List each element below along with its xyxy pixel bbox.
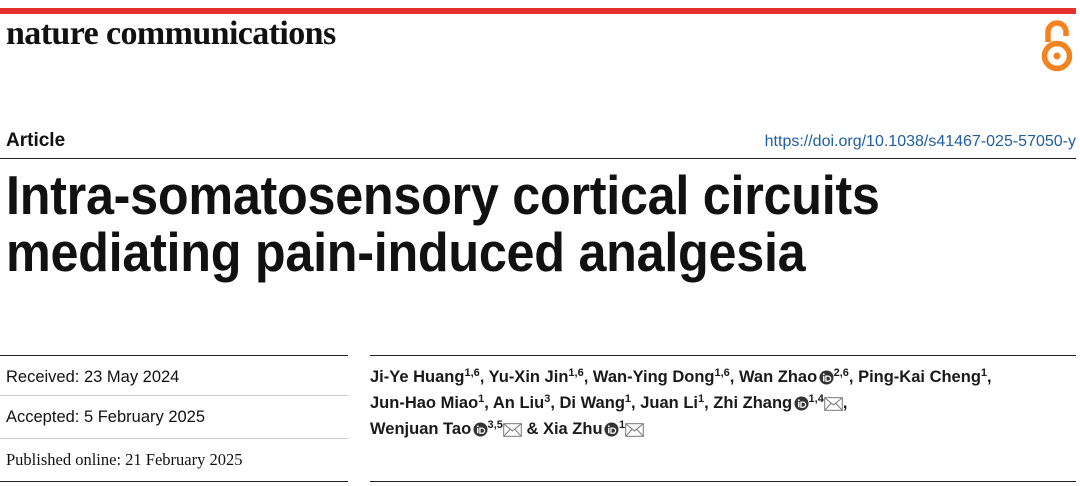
rule [0, 355, 348, 356]
separator: , [484, 394, 489, 412]
author-name: An Liu [492, 394, 545, 412]
rule [0, 438, 348, 439]
rule [0, 395, 348, 396]
author-name: Zhi Zhang [713, 394, 793, 412]
affiliation: 1,4 [808, 393, 824, 405]
doi-link[interactable]: https://doi.org/10.1038/s41467-025-57050… [764, 133, 1076, 150]
date: Published online: 21 February 2025 [6, 450, 243, 469]
affiliation: 1,6 [464, 367, 480, 379]
date: Received: 23 May 2024 [6, 368, 180, 386]
separator: , [631, 394, 636, 412]
orcid-icon [793, 396, 809, 411]
author-name: Ji-Ye Huang [370, 368, 465, 386]
affiliation: 3 [544, 393, 551, 405]
separator: & [526, 420, 539, 438]
author-name: Yu-Xin Jin [488, 368, 569, 386]
separator: , [479, 368, 485, 386]
article-type: Article [6, 130, 66, 151]
separator: , [704, 394, 709, 412]
title-line: mediating pain-induced analgesia [6, 221, 806, 283]
rule [370, 481, 1076, 482]
orcid-icon [819, 370, 834, 385]
affiliation: 3,5 [487, 419, 503, 431]
rule [0, 158, 1076, 159]
rule [370, 355, 1076, 356]
author-name: Di Wang [559, 394, 625, 412]
separator: , [987, 368, 992, 386]
email-icon[interactable] [824, 397, 843, 411]
email-icon[interactable] [625, 423, 644, 437]
separator: , [583, 368, 589, 386]
author-name: Wan Zhao [738, 368, 818, 386]
orcid-icon [604, 422, 619, 437]
affiliation: 1,6 [714, 367, 730, 379]
author-name: Wenjuan Tao [370, 420, 472, 438]
affiliation: 1 [697, 393, 705, 405]
author-name: Ping-Kai Cheng [858, 368, 981, 386]
author-name: Juan Li [640, 394, 698, 412]
orcid-icon [473, 422, 488, 437]
affiliation: 1 [618, 419, 626, 431]
author-list: Ji-Ye Huang1,6, Yu-Xin Jin1,6, Wan-Ying … [370, 364, 1076, 442]
author-name: Wan-Ying Dong [592, 368, 715, 386]
rule [0, 481, 348, 482]
separator: , [550, 394, 555, 412]
date: Accepted: 5 February 2025 [6, 408, 206, 426]
author-name: Jun-Hao Miao [370, 394, 479, 412]
affiliation: 2,6 [833, 367, 849, 379]
separator: , [729, 368, 735, 386]
open-access-icon [1041, 20, 1073, 72]
author-name: Xia Zhu [542, 420, 603, 438]
journal-name: nature communications [6, 15, 336, 52]
affiliation: 1,6 [568, 367, 584, 379]
affiliation: 1 [624, 393, 632, 405]
email-icon[interactable] [503, 423, 522, 437]
top-bar [0, 8, 1076, 14]
affiliation: 1 [478, 393, 485, 405]
affiliation: 1 [980, 367, 988, 379]
title-line: Intra-somatosensory cortical circuits [6, 164, 880, 226]
separator: , [848, 368, 854, 386]
separator: , [842, 394, 848, 412]
